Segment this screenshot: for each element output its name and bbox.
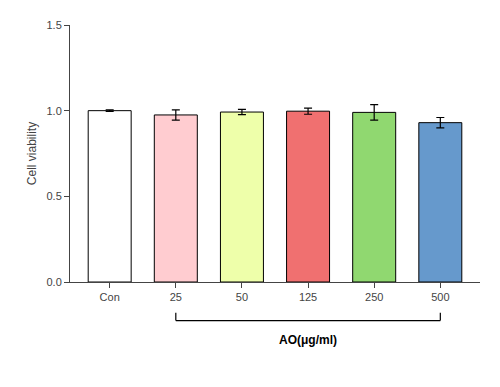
svg-text:25: 25 <box>170 291 182 303</box>
svg-text:500: 500 <box>431 291 449 303</box>
svg-text:Cell viability: Cell viability <box>25 122 39 185</box>
svg-text:AO(μg/ml): AO(μg/ml) <box>279 333 337 347</box>
svg-text:1.5: 1.5 <box>47 19 62 31</box>
svg-text:125: 125 <box>299 291 317 303</box>
svg-text:250: 250 <box>365 291 383 303</box>
svg-text:0.5: 0.5 <box>47 190 62 202</box>
svg-text:50: 50 <box>236 291 248 303</box>
svg-text:1.0: 1.0 <box>47 105 62 117</box>
svg-text:0.0: 0.0 <box>47 276 62 288</box>
svg-text:Con: Con <box>100 291 120 303</box>
